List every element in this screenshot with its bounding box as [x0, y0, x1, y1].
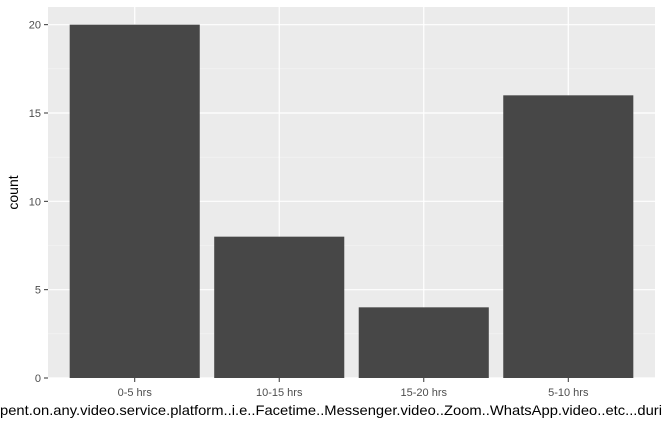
y-tick-label: 20	[29, 20, 41, 32]
x-axis-title: pent.on.any.video.service.platform..i.e.…	[0, 402, 662, 418]
y-axis-title: count	[5, 175, 21, 209]
x-tick-label: 5-10 hrs	[548, 387, 589, 399]
y-axis: 0 5 10 15 20	[29, 20, 48, 385]
x-tick-label: 0-5 hrs	[118, 387, 153, 399]
y-tick-label: 10	[29, 196, 41, 208]
bar-10-15-hrs	[214, 236, 345, 378]
bar-15-20-hrs	[358, 307, 489, 378]
y-tick-label: 0	[35, 373, 41, 385]
x-tick-label: 10-15 hrs	[256, 387, 303, 399]
bar-0-5-hrs	[69, 24, 200, 379]
bar-5-10-hrs	[503, 95, 634, 378]
y-tick-label: 5	[35, 285, 41, 297]
x-axis: 0-5 hrs 10-15 hrs 15-20 hrs 5-10 hrs	[118, 378, 589, 399]
y-tick-label: 15	[29, 108, 41, 120]
x-tick-label: 15-20 hrs	[401, 387, 448, 399]
bars	[69, 24, 634, 379]
